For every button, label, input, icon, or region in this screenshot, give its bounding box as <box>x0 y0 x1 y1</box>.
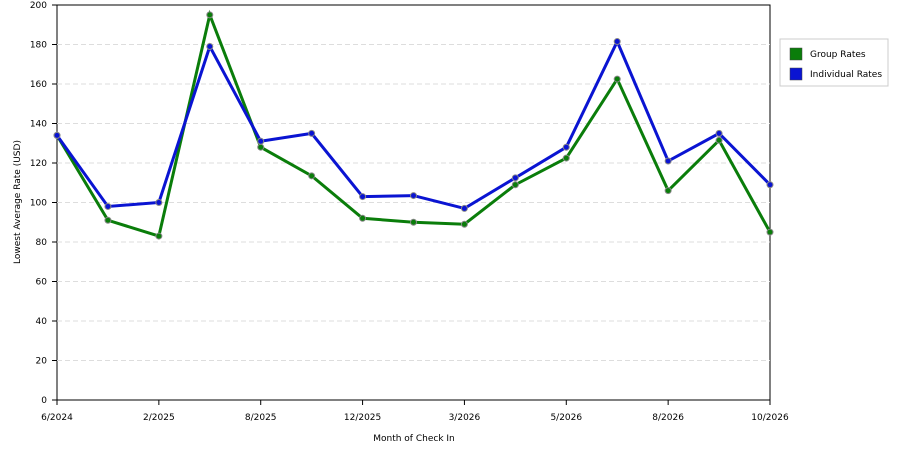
data-point <box>715 136 723 144</box>
y-tick-label: 100 <box>30 199 47 209</box>
data-point <box>715 129 723 137</box>
x-tick-label: 5/2026 <box>550 413 582 423</box>
y-tick-label: 180 <box>30 41 47 51</box>
data-point <box>308 172 316 180</box>
legend-label: Group Rates <box>810 50 866 60</box>
data-point <box>410 192 417 200</box>
data-point <box>104 216 112 224</box>
data-point <box>206 42 214 50</box>
x-tick-label: 8/2025 <box>245 413 277 423</box>
data-point <box>359 214 367 222</box>
data-point <box>511 181 519 189</box>
data-point <box>613 38 621 46</box>
data-point <box>155 199 163 206</box>
y-tick-label: 160 <box>30 80 47 90</box>
data-point <box>562 154 570 162</box>
data-point <box>257 137 265 145</box>
x-tick-label: 12/2025 <box>344 413 381 423</box>
legend-swatch <box>789 47 803 61</box>
legend-swatch <box>789 67 803 81</box>
data-point <box>664 187 672 195</box>
data-point <box>460 220 468 228</box>
y-tick-label: 140 <box>30 120 47 130</box>
x-tick-label: 10/2026 <box>751 413 789 423</box>
x-tick-label: 8/2026 <box>652 413 684 423</box>
data-point <box>766 181 774 189</box>
data-point <box>53 131 61 139</box>
data-point <box>359 193 367 201</box>
data-point <box>257 143 265 151</box>
y-tick-label: 120 <box>30 159 47 169</box>
x-axis-label: Month of Check In <box>373 434 455 444</box>
x-tick-label: 6/2024 <box>41 413 73 423</box>
y-tick-label: 200 <box>30 1 47 11</box>
data-point <box>206 11 214 19</box>
y-axis-label: Lowest Average Rate (USD) <box>13 140 23 264</box>
data-point <box>511 174 519 182</box>
data-point <box>155 232 163 240</box>
x-tick-label: 3/2026 <box>449 413 481 423</box>
y-tick-label: 80 <box>36 238 48 248</box>
x-tick-label: 2/2025 <box>143 413 175 423</box>
data-point <box>613 75 621 83</box>
legend-label: Individual Rates <box>810 70 882 80</box>
data-point <box>664 157 672 165</box>
y-tick-label: 0 <box>41 396 47 406</box>
y-tick-label: 40 <box>36 317 48 327</box>
data-point <box>460 204 468 212</box>
data-point <box>104 202 112 210</box>
y-tick-label: 60 <box>36 278 48 288</box>
data-point <box>410 218 417 226</box>
y-tick-label: 20 <box>36 357 48 367</box>
data-point <box>308 129 316 137</box>
data-point <box>562 143 570 151</box>
data-point <box>766 228 774 236</box>
